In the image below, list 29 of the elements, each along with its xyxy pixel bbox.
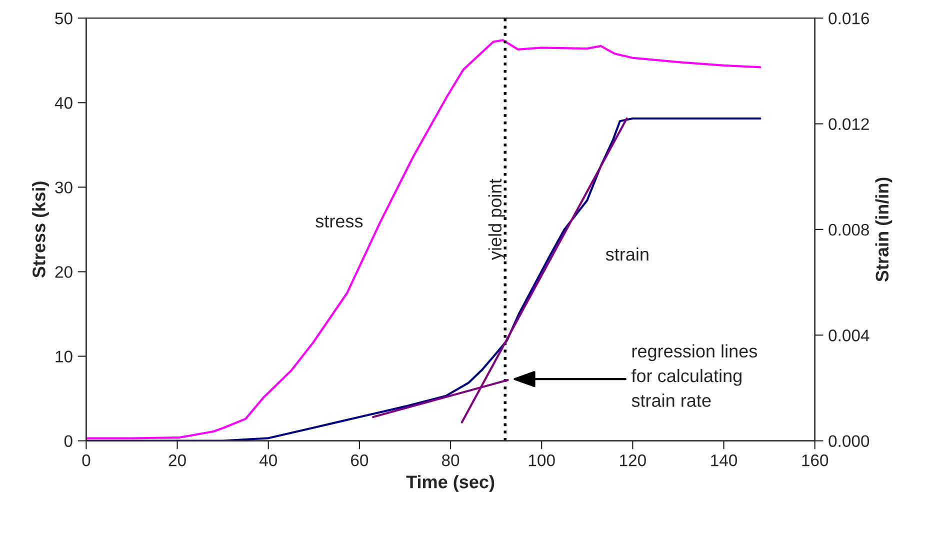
y2-axis-title: Strain (in/in): [875, 178, 892, 282]
x-tick-label: 120: [620, 454, 646, 466]
y2-tick-label: 0.016: [828, 12, 869, 24]
y2-tick-label: 0.012: [828, 118, 869, 130]
y2-tick-label: 0.008: [828, 224, 870, 236]
text: strain: [606, 247, 648, 261]
y-tick-label: 40: [54, 97, 72, 109]
x-tick-label: 140: [711, 454, 738, 466]
line-series: [86, 117, 762, 441]
x-tick-label: 80: [442, 454, 460, 466]
y-tick-label: 20: [55, 266, 72, 278]
x-tick-label: 60: [351, 454, 368, 466]
x-tick-label: 20: [168, 454, 186, 466]
x-tick-label: 0: [82, 454, 90, 466]
y-tick-label: 0: [64, 435, 72, 447]
series-label: stress: [316, 216, 363, 228]
x-tick-label: 160: [802, 454, 828, 466]
y2-tick-label: 0.004: [828, 330, 870, 342]
annotation: regression lines for calculating strain rate: [631, 344, 758, 407]
x-tick-label: 100: [528, 454, 555, 466]
y-tick-label: 30: [55, 182, 72, 194]
ref-line-label: yield point: [488, 178, 506, 260]
y-tick-label: 50: [55, 12, 72, 24]
y-tick-label: 10: [56, 350, 72, 362]
y2-tick-label: 0.000: [828, 435, 870, 447]
x-tick-label: 40: [259, 454, 277, 466]
y-axis-title: Stress (ksi): [32, 182, 49, 278]
x-axis-title: Time (sec): [406, 475, 494, 492]
line-series: [86, 39, 762, 440]
